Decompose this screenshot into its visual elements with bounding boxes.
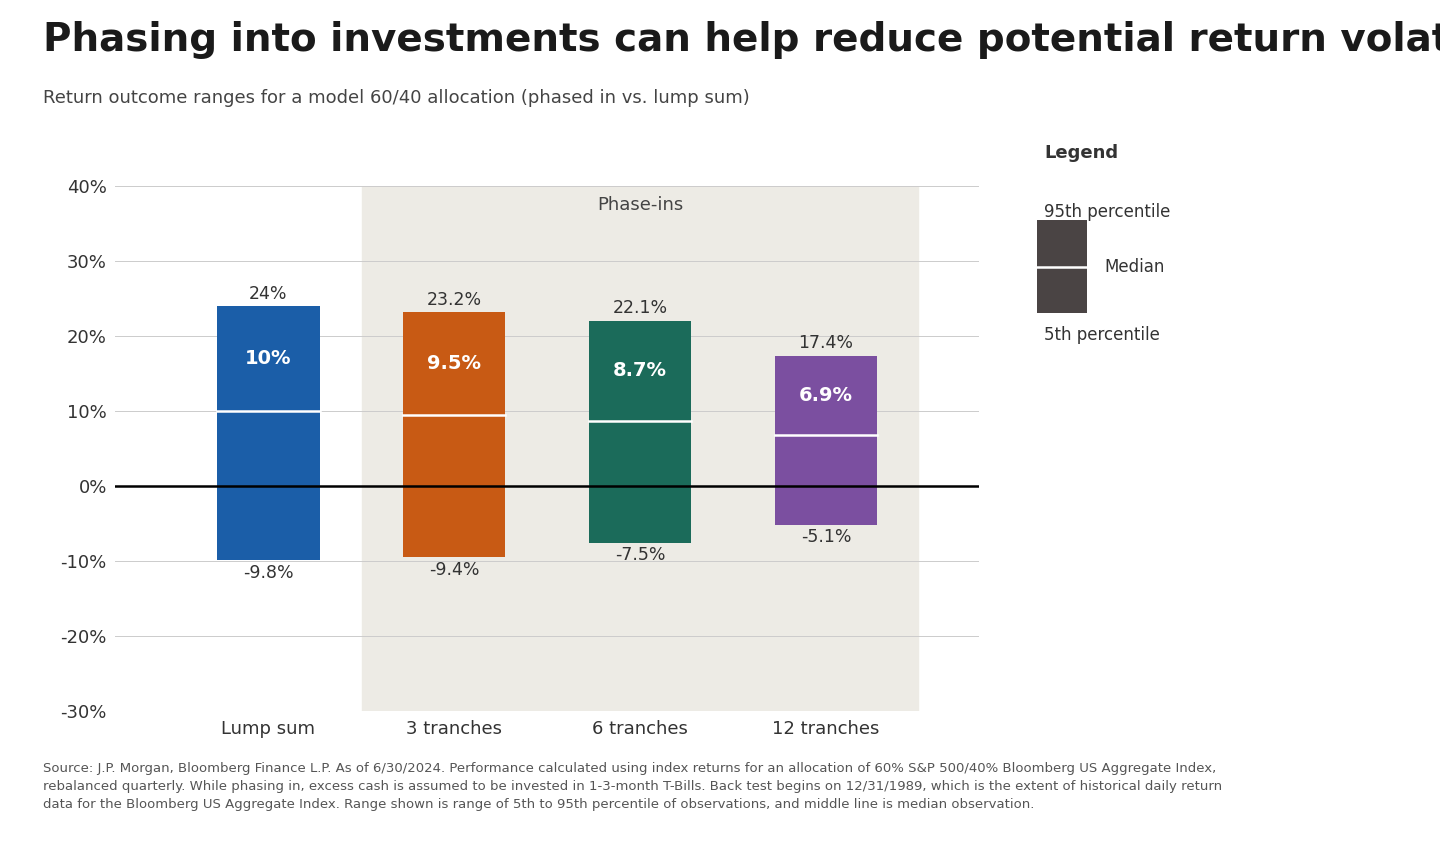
Text: Return outcome ranges for a model 60/40 allocation (phased in vs. lump sum): Return outcome ranges for a model 60/40 … bbox=[43, 89, 750, 107]
Text: -9.4%: -9.4% bbox=[429, 561, 480, 579]
Text: Phasing into investments can help reduce potential return volatility: Phasing into investments can help reduce… bbox=[43, 21, 1440, 59]
Text: 24%: 24% bbox=[249, 285, 288, 302]
Text: Legend: Legend bbox=[1044, 144, 1117, 162]
Bar bbox=[589, 421, 691, 543]
Text: 23.2%: 23.2% bbox=[426, 291, 482, 308]
Text: 8.7%: 8.7% bbox=[613, 362, 667, 380]
Text: 95th percentile: 95th percentile bbox=[1044, 203, 1171, 221]
Text: -7.5%: -7.5% bbox=[615, 546, 665, 564]
Bar bbox=[217, 412, 320, 560]
Bar bbox=[217, 307, 320, 412]
Bar bbox=[775, 435, 877, 524]
Text: 22.1%: 22.1% bbox=[612, 299, 668, 317]
Bar bbox=[775, 356, 877, 435]
Text: 6.9%: 6.9% bbox=[799, 385, 852, 405]
Text: 10%: 10% bbox=[245, 349, 292, 368]
Text: -9.8%: -9.8% bbox=[243, 564, 294, 582]
Text: 9.5%: 9.5% bbox=[428, 354, 481, 374]
Text: Median: Median bbox=[1104, 257, 1165, 276]
Bar bbox=[403, 313, 505, 415]
Text: 17.4%: 17.4% bbox=[798, 334, 854, 352]
Text: -5.1%: -5.1% bbox=[801, 529, 851, 546]
Text: Phase-ins: Phase-ins bbox=[598, 197, 683, 214]
Text: Source: J.P. Morgan, Bloomberg Finance L.P. As of 6/30/2024. Performance calcula: Source: J.P. Morgan, Bloomberg Finance L… bbox=[43, 762, 1223, 811]
Text: 5th percentile: 5th percentile bbox=[1044, 326, 1159, 344]
Bar bbox=[403, 415, 505, 557]
Bar bbox=[363, 186, 917, 711]
Bar bbox=[589, 321, 691, 421]
